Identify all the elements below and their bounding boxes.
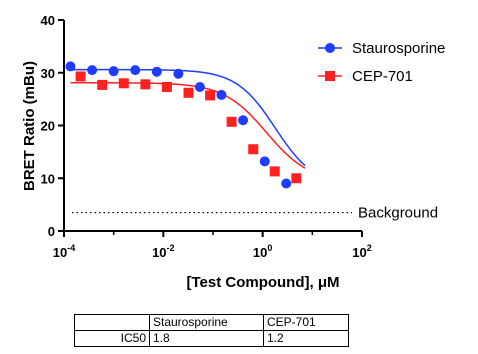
legend-marker-staurosporine xyxy=(325,43,335,53)
point-staurosporine xyxy=(130,65,141,76)
table-header-cell: CEP-701 xyxy=(263,314,349,331)
point-staurosporine xyxy=(173,68,184,79)
table-cell: 1.8 xyxy=(149,330,264,347)
background-label: Background xyxy=(358,205,438,222)
point-cep-701 xyxy=(205,90,216,101)
x-tick-label: 10-4 xyxy=(53,243,75,260)
background-reference: Background xyxy=(72,205,438,222)
point-cep-701 xyxy=(183,87,194,98)
dose-response-chart: 0 10 20 30 40 10-4 10-2 100 102 Background Staur… xyxy=(21,13,445,291)
ic50-table: Staurosporine CEP-701 IC50 1.8 1.2 xyxy=(74,314,349,347)
point-staurosporine xyxy=(216,89,227,100)
point-cep-701 xyxy=(140,79,151,90)
point-staurosporine xyxy=(108,66,119,77)
y-tick-label: 30 xyxy=(41,66,55,81)
table-header-cell: Staurosporine xyxy=(149,314,264,331)
point-cep-701 xyxy=(291,173,302,184)
axes: 0 10 20 30 40 10-4 10-2 100 102 xyxy=(41,13,372,260)
fit-curve-cep-701 xyxy=(70,82,306,169)
point-cep-701 xyxy=(97,79,108,90)
point-staurosporine xyxy=(151,66,162,77)
table-header-row: Staurosporine CEP-701 xyxy=(74,314,349,331)
x-axis-title: [Test Compound], μM xyxy=(186,274,339,291)
x-tick-label: 10-2 xyxy=(152,243,174,260)
table-cell: 1.2 xyxy=(263,330,349,347)
point-cep-701 xyxy=(161,81,172,92)
point-staurosporine xyxy=(238,115,249,126)
point-staurosporine xyxy=(87,65,98,76)
x-tick-label: 100 xyxy=(253,243,272,260)
point-staurosporine xyxy=(65,61,76,72)
point-staurosporine xyxy=(194,81,205,92)
point-cep-701 xyxy=(226,116,237,127)
point-staurosporine xyxy=(259,156,270,167)
point-cep-701 xyxy=(118,78,129,89)
y-tick-label: 0 xyxy=(48,224,55,239)
legend-label-staurosporine: Staurosporine xyxy=(352,40,445,57)
y-axis-title: BRET Ratio (mBu) xyxy=(21,61,38,191)
table-header-cell xyxy=(74,314,150,331)
y-tick-label: 40 xyxy=(41,13,55,28)
y-tick-label: 10 xyxy=(41,171,55,186)
table-cell: IC50 xyxy=(74,330,150,347)
legend-label-cep-701: CEP-701 xyxy=(352,68,413,85)
x-tick-label: 102 xyxy=(352,243,371,260)
point-cep-701 xyxy=(248,144,259,155)
data-points xyxy=(65,61,302,189)
point-cep-701 xyxy=(269,166,280,177)
point-cep-701 xyxy=(75,71,86,82)
legend-marker-cep-701 xyxy=(325,71,335,81)
table-row: IC50 1.8 1.2 xyxy=(74,330,349,347)
legend: Staurosporine CEP-701 xyxy=(318,40,445,85)
y-tick-label: 20 xyxy=(41,119,55,134)
point-staurosporine xyxy=(281,178,292,189)
